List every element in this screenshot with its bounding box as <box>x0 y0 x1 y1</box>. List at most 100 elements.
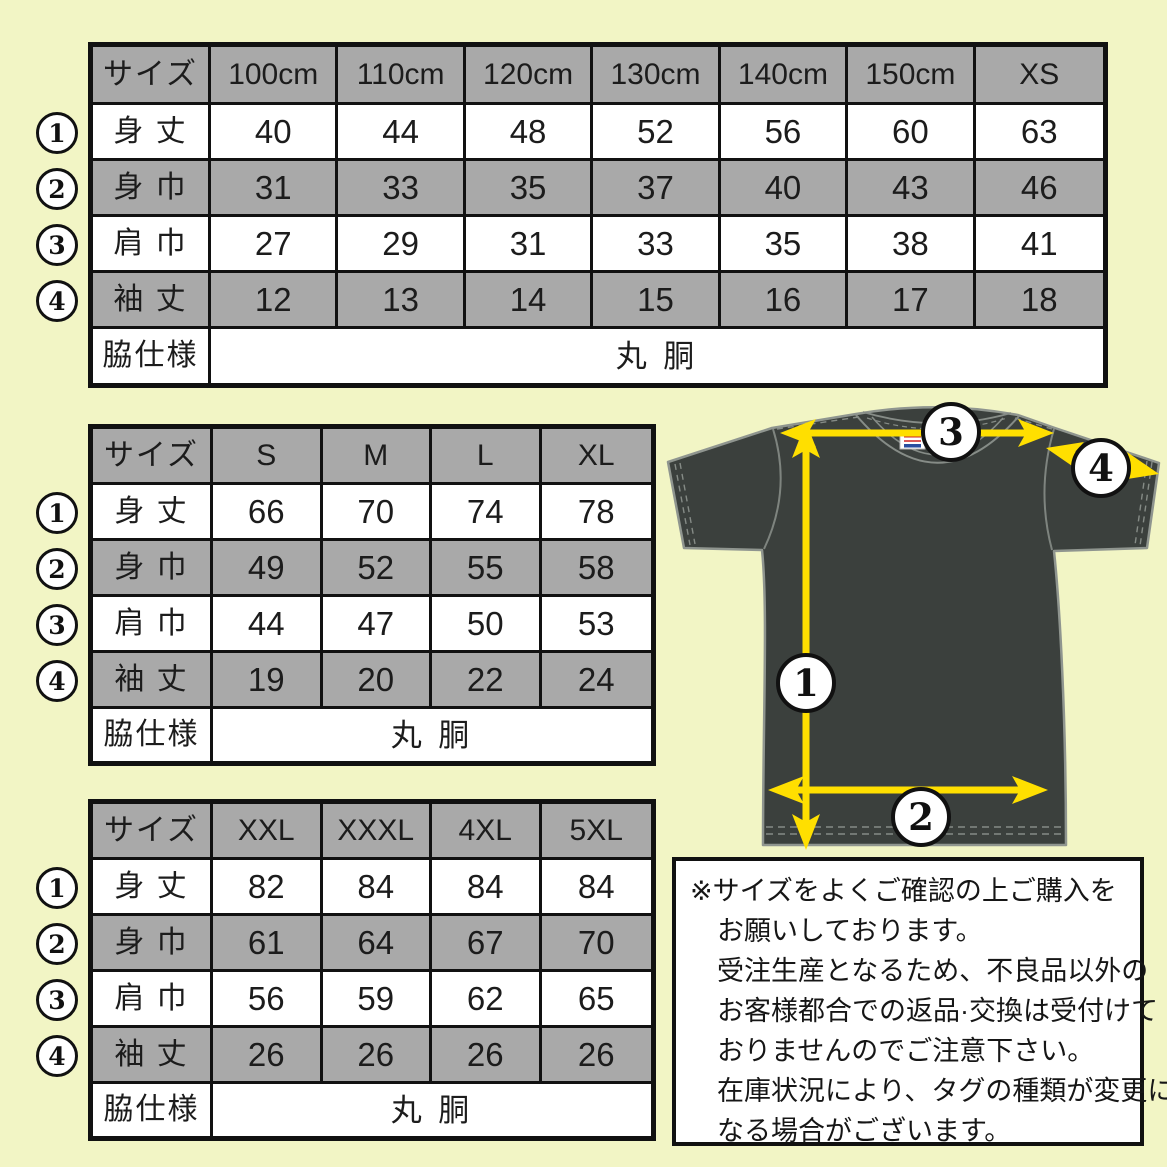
measure-badge-sleeve-length: 4 <box>36 280 78 322</box>
size-column-header: 150cm <box>848 47 976 105</box>
value-cell: 66 <box>213 485 323 541</box>
value-cell: 58 <box>541 541 651 597</box>
size-column-header: M <box>322 429 432 485</box>
note-line: おりませんのでご注意下さい。 <box>717 1036 1095 1066</box>
value-cell: 63 <box>975 105 1103 161</box>
value-cell: 20 <box>322 653 432 709</box>
value-cell: 35 <box>465 161 594 217</box>
value-cell: 31 <box>211 161 339 217</box>
purchase-notice-box: ※サイズをよくご確認の上ご購入を お願いしております。 受注生産となるため、不良… <box>672 857 1167 1146</box>
value-cell: 49 <box>213 541 323 597</box>
value-cell: 38 <box>848 217 976 273</box>
note-line: 在庫状況により、タグの種類が変更に <box>717 1076 1167 1106</box>
row-label: 身 巾 <box>93 161 211 217</box>
row-label: 身 丈 <box>93 105 211 161</box>
size-column-header: XL <box>541 429 651 485</box>
size-column-header: 130cm <box>593 47 721 105</box>
size-label-header: サイズ <box>93 47 211 105</box>
value-cell: 56 <box>213 972 323 1028</box>
value-cell: 56 <box>720 105 849 161</box>
value-cell: 65 <box>541 972 651 1028</box>
value-cell: 84 <box>322 860 432 916</box>
size-column-header: 100cm <box>211 47 339 105</box>
value-cell: 33 <box>338 161 466 217</box>
value-cell: 13 <box>338 273 466 329</box>
value-cell: 22 <box>432 653 542 709</box>
size-column-header: XS <box>975 47 1103 105</box>
footer-value: 丸 胴 <box>213 1084 651 1136</box>
measure-badge-body-length: 1 <box>36 492 78 534</box>
value-cell: 18 <box>975 273 1103 329</box>
row-label: 身 丈 <box>93 860 213 916</box>
measure-badge-body-length: 1 <box>36 867 78 909</box>
shoulder-stitch-left <box>776 416 860 430</box>
row-label: 身 巾 <box>93 541 213 597</box>
footer-value: 丸 胴 <box>213 709 651 761</box>
tshirt-diagram: 3 4 1 2 <box>660 398 1167 858</box>
value-cell: 24 <box>541 653 651 709</box>
note-line: お願いしております。 <box>717 916 983 946</box>
arrow-body-length <box>792 422 820 850</box>
row-label: 肩 巾 <box>93 972 213 1028</box>
value-cell: 52 <box>593 105 721 161</box>
size-label-header: サイズ <box>93 429 213 485</box>
cuff-stitch-left <box>674 462 696 546</box>
size-column-header: XXXL <box>322 804 432 860</box>
size-table-kids: サイズ 100cm 110cm 120cm 130cm 140cm 150cm XS 身 丈 40… <box>88 42 1108 388</box>
size-label-header: サイズ <box>93 804 213 860</box>
value-cell: 44 <box>213 597 323 653</box>
value-cell: 53 <box>541 597 651 653</box>
value-cell: 29 <box>338 217 466 273</box>
row-label: 袖 丈 <box>93 1028 213 1084</box>
row-label: 袖 丈 <box>93 653 213 709</box>
value-cell: 74 <box>432 485 542 541</box>
value-cell: 64 <box>322 916 432 972</box>
value-cell: 15 <box>593 273 721 329</box>
value-cell: 26 <box>432 1028 542 1084</box>
armhole-seam-right <box>1043 428 1055 551</box>
size-column-header: XXL <box>213 804 323 860</box>
measure-badge-body-length: 1 <box>36 112 78 154</box>
value-cell: 26 <box>541 1028 651 1084</box>
size-column-header: 120cm <box>465 47 594 105</box>
size-column-header: 4XL <box>432 804 542 860</box>
measure-badge-body-width: 2 <box>891 787 951 847</box>
value-cell: 67 <box>432 916 542 972</box>
value-cell: 55 <box>432 541 542 597</box>
measure-badge-sleeve-length: 4 <box>36 1035 78 1077</box>
value-cell: 33 <box>593 217 721 273</box>
value-cell: 40 <box>211 105 339 161</box>
value-cell: 43 <box>848 161 976 217</box>
value-cell: 31 <box>465 217 594 273</box>
armhole-seam-left <box>763 428 782 550</box>
measure-badge-sleeve-length: 4 <box>36 660 78 702</box>
value-cell: 12 <box>211 273 339 329</box>
note-line: 受注生産となるため、不良品以外の <box>717 956 1149 986</box>
note-line: なる場合がございます。 <box>717 1116 1012 1146</box>
measure-badge-shoulder-width: 3 <box>36 979 78 1021</box>
value-cell: 19 <box>213 653 323 709</box>
value-cell: 84 <box>432 860 542 916</box>
value-cell: 48 <box>465 105 594 161</box>
footer-label: 脇仕様 <box>93 1084 213 1136</box>
size-column-header: 110cm <box>338 47 466 105</box>
measure-badge-shoulder-width: 3 <box>36 224 78 266</box>
value-cell: 61 <box>213 916 323 972</box>
value-cell: 62 <box>432 972 542 1028</box>
value-cell: 47 <box>322 597 432 653</box>
footer-value: 丸 胴 <box>211 329 1103 383</box>
measure-badge-shoulder-width: 3 <box>921 402 981 462</box>
measure-badge-body-width: 2 <box>36 548 78 590</box>
value-cell: 70 <box>541 916 651 972</box>
footer-label: 脇仕様 <box>93 329 211 383</box>
value-cell: 59 <box>322 972 432 1028</box>
value-cell: 46 <box>975 161 1103 217</box>
measure-badge-sleeve-length: 4 <box>1071 438 1131 498</box>
value-cell: 50 <box>432 597 542 653</box>
measure-badge-body-width: 2 <box>36 923 78 965</box>
size-column-header: L <box>432 429 542 485</box>
value-cell: 44 <box>338 105 466 161</box>
value-cell: 82 <box>213 860 323 916</box>
value-cell: 26 <box>322 1028 432 1084</box>
row-label: 袖 丈 <box>93 273 211 329</box>
